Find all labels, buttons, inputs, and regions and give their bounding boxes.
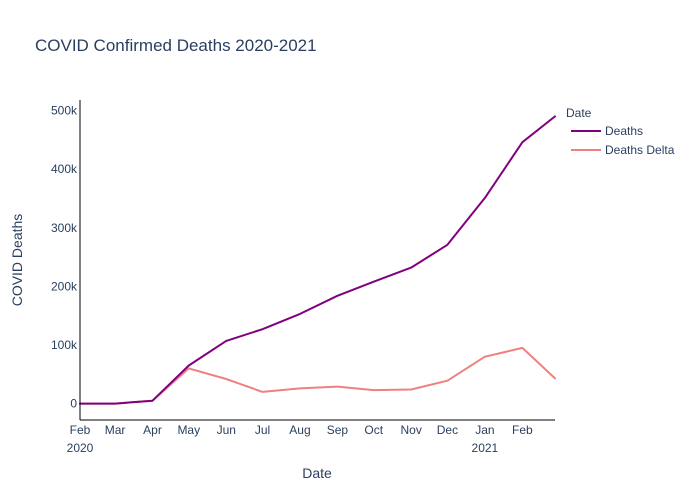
y-tick-label: 300k <box>51 221 78 235</box>
series-line-deaths[interactable] <box>79 115 556 405</box>
legend-title: Date <box>566 106 592 120</box>
x-tick-label: Jan <box>475 423 494 437</box>
x-tick-label: Jul <box>255 423 270 437</box>
y-tick-label: 0 <box>70 397 77 411</box>
y-axis-label: COVID Deaths <box>9 214 25 307</box>
x-axis-label: Date <box>302 465 332 481</box>
y-tick-label: 200k <box>51 279 78 293</box>
x-tick-label: Nov <box>400 423 421 437</box>
legend-item-deaths[interactable]: Deaths <box>571 124 643 138</box>
x-tick-labels: Feb 2020 Mar Apr May Jun Jul Aug Sep Oct Nov Dec Jan… <box>67 423 533 455</box>
x-tick-year-label: 2020 <box>67 441 94 455</box>
y-tick-label: 500k <box>51 104 78 118</box>
legend-item-deaths-delta[interactable]: Deaths Delta <box>571 143 675 157</box>
x-tick-label: Mar <box>105 423 126 437</box>
x-tick-label: Dec <box>437 423 458 437</box>
chart-title: COVID Confirmed Deaths 2020-2021 <box>35 36 317 55</box>
x-tick-year-label: 2021 <box>472 441 499 455</box>
x-tick-label: Aug <box>289 423 310 437</box>
x-tick-label: Sep <box>327 423 349 437</box>
legend-label-deaths: Deaths <box>605 124 643 138</box>
legend[interactable]: Date Deaths Deaths Delta <box>566 106 675 157</box>
x-tick-label: Jun <box>217 423 236 437</box>
y-tick-labels: 0 100k 200k 300k 400k 500k <box>51 104 78 411</box>
legend-label-deaths-delta: Deaths Delta <box>605 143 675 157</box>
x-tick-label: Oct <box>364 423 383 437</box>
y-tick-label: 400k <box>51 162 78 176</box>
x-tick-label: Apr <box>143 423 162 437</box>
x-tick-label: Feb <box>512 423 533 437</box>
x-tick-label: Feb <box>70 423 91 437</box>
plot-area <box>79 115 556 405</box>
y-tick-label: 100k <box>51 338 78 352</box>
x-tick-label: May <box>177 423 200 437</box>
